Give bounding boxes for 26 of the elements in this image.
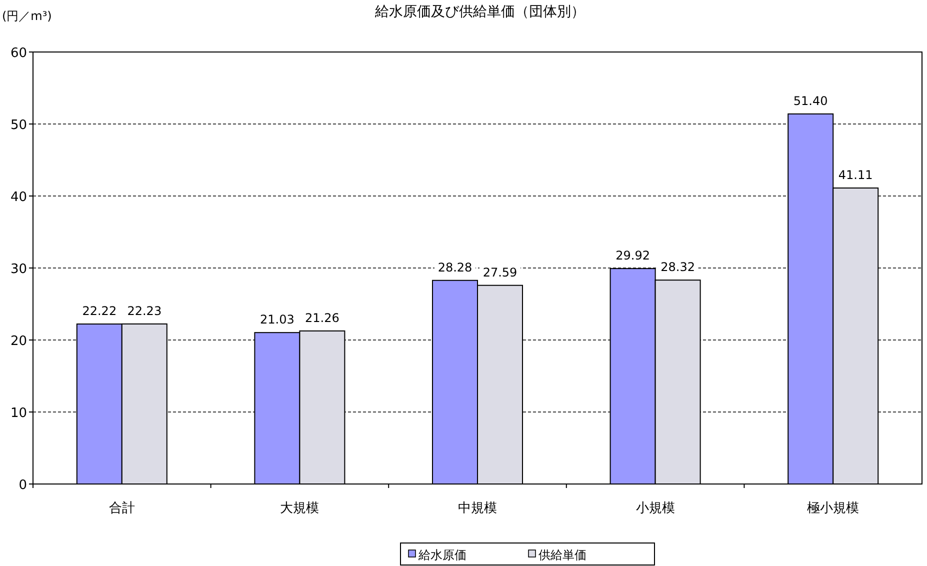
data-label: 29.92 <box>616 248 650 263</box>
legend-label: 給水原価 <box>418 548 466 562</box>
x-tick-label: 小規模 <box>636 501 675 516</box>
data-label: 28.28 <box>438 260 472 274</box>
data-label: 21.03 <box>260 312 294 327</box>
y-axis-title: (円／m³) <box>2 9 52 23</box>
x-tick-label: 中規模 <box>458 501 497 516</box>
data-label: 21.26 <box>305 310 340 325</box>
y-tick-label: 10 <box>10 406 27 421</box>
x-tick-label: 合計 <box>108 501 135 516</box>
data-label: 22.22 <box>82 304 117 318</box>
data-label: 41.11 <box>838 168 873 182</box>
data-label: 51.40 <box>793 94 828 108</box>
y-tick-label: 50 <box>10 118 27 133</box>
y-tick-label: 20 <box>10 334 27 349</box>
chart-title: 給水原価及び供給単価（団体別） <box>374 4 585 20</box>
y-tick-label: 30 <box>10 262 27 277</box>
x-tick-label: 極小規模 <box>807 501 860 516</box>
x-tick-label: 大規模 <box>280 501 320 516</box>
y-tick-label: 40 <box>10 190 27 205</box>
legend-label: 供給単価 <box>538 548 586 562</box>
y-tick-label: 0 <box>18 478 27 493</box>
data-label: 22.23 <box>127 304 162 318</box>
data-label: 27.59 <box>482 265 518 280</box>
y-tick-label: 60 <box>10 46 27 61</box>
data-label: 28.32 <box>660 260 695 274</box>
